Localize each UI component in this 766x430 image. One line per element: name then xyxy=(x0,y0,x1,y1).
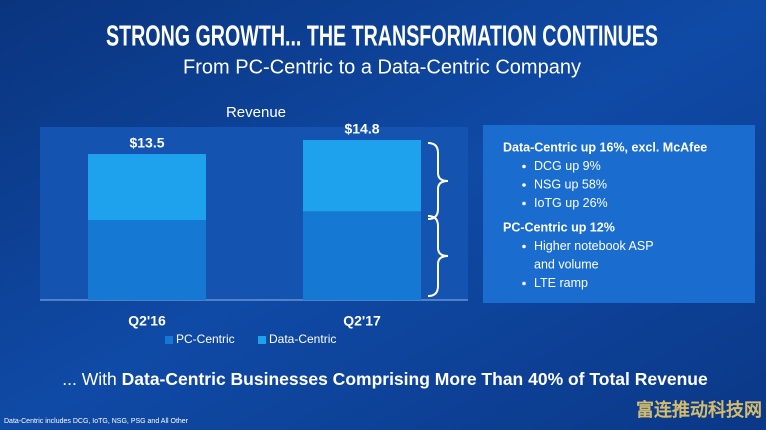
highlight-item: and volume xyxy=(534,257,599,271)
bar-segment xyxy=(303,211,421,300)
bullet xyxy=(522,244,526,249)
slide-title: STRONG GROWTH... THE TRANSFORMATION CONT… xyxy=(106,21,658,53)
highlight-item: NSG up 58% xyxy=(534,177,607,191)
bar-segment xyxy=(88,154,206,220)
bar-segment xyxy=(88,219,206,300)
legend-swatch xyxy=(258,336,266,344)
highlight-item: IoTG up 26% xyxy=(534,196,608,210)
tagline: ... With Data-Centric Businesses Compris… xyxy=(62,369,708,389)
tagline-prefix: ... With xyxy=(62,369,116,389)
x-tick-label: Q2'17 xyxy=(343,313,381,329)
total-label: $14.8 xyxy=(344,121,379,137)
bullet xyxy=(522,281,526,286)
bar-segment xyxy=(303,139,421,212)
bullet xyxy=(522,201,526,206)
x-tick-label: Q2'16 xyxy=(128,313,166,329)
brace xyxy=(427,142,449,220)
legend-label: PC-Centric xyxy=(176,332,235,346)
highlight-heading: Data-Centric up 16%, excl. McAfee xyxy=(503,140,707,154)
total-label: $13.5 xyxy=(129,135,164,151)
footnote: Data-Centric includes DCG, IoTG, NSG, PS… xyxy=(4,418,189,425)
legend-swatch xyxy=(165,336,173,344)
watermark: 富连推动科技网 xyxy=(636,399,762,420)
legend-label: Data-Centric xyxy=(269,332,336,346)
highlights: Data-Centric up 16%, excl. McAfee DCG up … xyxy=(503,140,707,290)
highlight-item: LTE ramp xyxy=(534,276,588,290)
chart-title: Revenue xyxy=(226,104,286,121)
highlight-item: DCG up 9% xyxy=(534,159,601,173)
slide-subtitle: From PC-Centric to a Data-Centric Compan… xyxy=(183,56,581,78)
bullet xyxy=(522,164,526,169)
brace xyxy=(427,215,449,297)
bullet xyxy=(522,183,526,187)
highlight-box xyxy=(483,125,755,303)
highlight-heading: PC-Centric up 12% xyxy=(503,220,615,234)
highlight-item: Higher notebook ASP xyxy=(534,239,654,253)
tagline-main: Data-Centric Businesses Comprising More … xyxy=(122,369,708,389)
